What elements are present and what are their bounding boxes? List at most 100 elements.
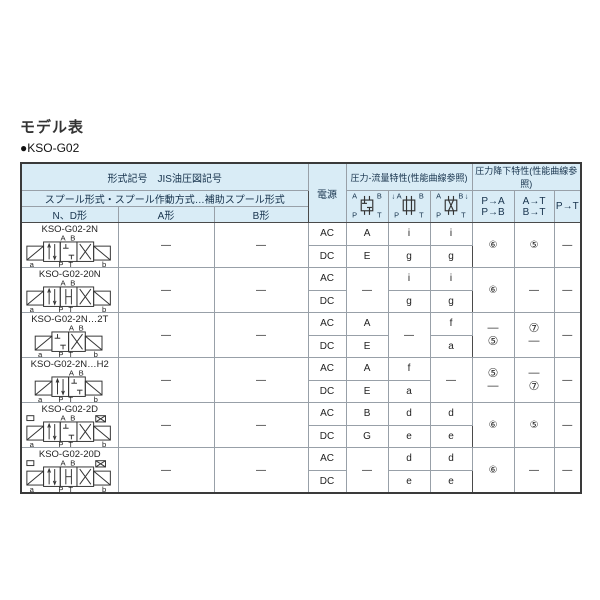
model-cell: KSO-G02-2D A B a P T b [20,402,119,448]
svg-text:A: A [397,191,402,200]
model-cell: KSO-G02-2N A B a P T b [20,222,119,268]
valve-symbol-2d: A B a P T b [22,414,117,447]
pq-value: a [387,379,431,403]
power-dc: DC [307,424,347,448]
svg-text:A: A [352,191,357,200]
svg-text:B: B [70,235,75,243]
header-col-nd: N、D形 [20,206,119,223]
svg-text:B: B [70,460,75,468]
header-spool-type: スプール形式・スプール作動方式…補助スプール形式 [20,190,309,207]
svg-text:T: T [68,485,73,492]
a-type-cell: — [117,222,215,268]
b-type-cell: — [213,222,309,268]
svg-text:a: a [38,395,43,402]
model-name: KSO-G02-2D [41,404,99,415]
pq-value: i [429,267,473,291]
pq-value: e [387,424,431,448]
power-ac: AC [307,312,347,336]
svg-text:b: b [93,395,97,402]
b-type-cell: — [213,447,309,494]
header-model-symbol: 形式記号 JIS油圧図記号 [20,162,309,191]
pq-symbol-sol-b: A B ↓ P T [429,190,473,223]
pq-value-merged: — [429,357,473,403]
svg-text:A: A [69,370,75,378]
model-name: KSO-G02-2N…H2 [30,359,109,370]
a-type-cell: — [117,447,215,494]
model-name: KSO-G02-20D [38,449,101,460]
pq-value: E [345,334,389,358]
b-type-cell: — [213,312,309,358]
svg-text:b: b [102,440,106,447]
pdrop-at: — ⑦ [513,357,555,403]
b-type-cell: — [213,267,309,313]
pdrop-pt: — [553,447,582,494]
pq-value-merged: — [387,312,431,358]
pq-value: d [429,447,473,471]
pq-value-merged: — [345,267,389,313]
svg-text:B: B [70,415,75,423]
svg-text:b: b [102,485,106,492]
header-pq-title: 圧力-流量特性(性能曲線参照) [345,162,473,191]
power-dc: DC [307,469,347,494]
pq-value: d [387,402,431,426]
a-type-cell: — [117,267,215,313]
model-name: KSO-G02-2N…2T [31,314,109,325]
a-type-cell: — [117,357,215,403]
svg-text:b: b [102,260,106,267]
model-name: KSO-G02-2N [41,224,99,235]
svg-text:T: T [68,305,73,312]
model-cell: KSO-G02-20D A B a P T b [20,447,119,494]
svg-text:A: A [69,325,75,333]
header-pa-pb: P→A P→B [471,190,515,223]
pq-value: G [345,424,389,448]
svg-text:b: b [93,350,97,357]
valve-position-icon: A B ↓ P T [436,191,469,220]
pdrop-pt: — [553,267,582,313]
pq-value: A [345,312,389,336]
svg-text:↓: ↓ [465,191,469,200]
pdrop-pa: ⑥ [471,402,515,448]
pq-value: d [429,402,473,426]
pdrop-pa: — ⑤ [471,312,515,358]
pdrop-pt: — [553,357,582,403]
svg-text:b: b [102,305,106,312]
pdrop-pt: — [553,312,582,358]
pdrop-pa: ⑤ — [471,357,515,403]
header-col-b: B形 [213,206,309,223]
valve-symbol-2nh2: A B a P T b [22,369,117,402]
a-type-cell: — [117,402,215,448]
power-ac: AC [307,267,347,291]
svg-text:a: a [29,485,34,492]
power-dc: DC [307,244,347,268]
pq-value: f [429,312,473,336]
svg-text:T: T [68,440,73,447]
pq-symbol-sol-a: ↓ A B P T [387,190,431,223]
svg-text:A: A [436,191,441,200]
pq-value: i [429,222,473,246]
pq-value: i [387,222,431,246]
svg-text:a: a [29,260,34,267]
pq-value: g [429,244,473,268]
svg-text:T: T [461,210,466,219]
header-power: 電源 [307,162,347,223]
svg-text:P: P [58,485,63,492]
svg-text:P: P [58,440,63,447]
svg-text:T: T [419,210,424,219]
svg-text:P: P [58,305,63,312]
pdrop-pa: ⑥ [471,447,515,494]
svg-text:↓: ↓ [392,191,396,200]
valve-position-icon: A B P T [352,191,382,220]
header-pdrop-title: 圧力降下特性(性能曲線参照) [471,162,582,191]
b-type-cell: — [213,357,309,403]
page-title: モデル表 [20,119,85,136]
valve-position-icon: ↓ A B P T [392,191,425,220]
svg-text:B: B [458,191,463,200]
svg-text:a: a [38,350,43,357]
model-cell: KSO-G02-2N…H2 A B a P T b [20,357,119,403]
pq-value: i [387,267,431,291]
pdrop-pa: ⑥ [471,267,515,313]
pq-value: f [387,357,431,381]
pq-symbol-neutral: A B P T [345,190,389,223]
power-ac: AC [307,357,347,381]
